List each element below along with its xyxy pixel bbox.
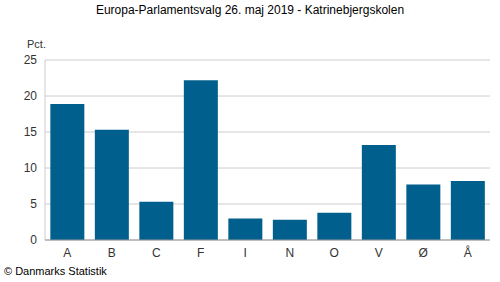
svg-text:C: C: [152, 246, 161, 260]
svg-text:10: 10: [24, 161, 38, 175]
svg-text:0: 0: [30, 233, 37, 247]
svg-text:I: I: [244, 246, 247, 260]
svg-text:20: 20: [24, 89, 38, 103]
svg-text:B: B: [108, 246, 116, 260]
html-text:Pct.: Pct.: [27, 38, 46, 50]
svg-text:V: V: [375, 246, 383, 260]
svg-text:O: O: [330, 246, 339, 260]
svg-text:15: 15: [24, 125, 38, 139]
svg-text:Ø: Ø: [419, 246, 428, 260]
svg-text:Å: Å: [464, 245, 472, 260]
html-text:© Danmarks Statistik: © Danmarks Statistik: [4, 265, 107, 277]
svg-text:N: N: [285, 246, 294, 260]
svg-text:25: 25: [24, 53, 38, 67]
svg-text:F: F: [197, 246, 204, 260]
svg-text:5: 5: [30, 197, 37, 211]
svg-text:A: A: [63, 246, 71, 260]
html-text:Europa-Parlamentsvalg 26. maj: Europa-Parlamentsvalg 26. maj 2019 - Kat…: [95, 3, 405, 17]
